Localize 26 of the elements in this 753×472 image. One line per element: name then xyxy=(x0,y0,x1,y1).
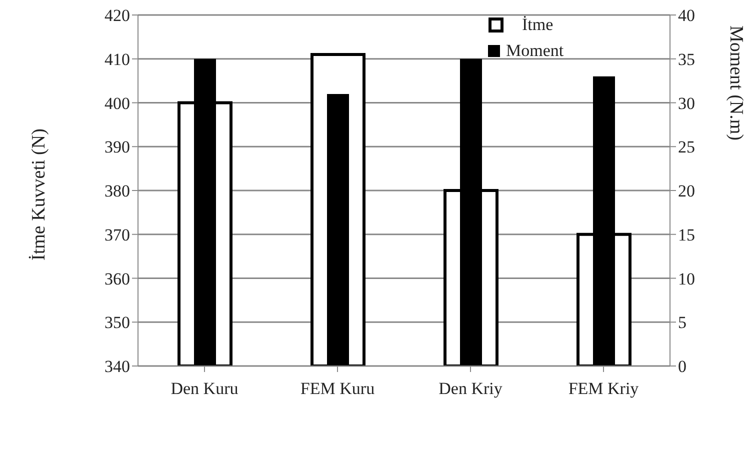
y2-tick-label: 15 xyxy=(678,225,695,244)
x-tick-label: FEM Kriy xyxy=(568,379,640,398)
y-tick-label: 400 xyxy=(104,94,130,113)
y-tick-label: 380 xyxy=(104,182,130,201)
y-axis-title: İtme Kuvveti (N) xyxy=(28,128,50,260)
y-tick-label: 340 xyxy=(104,357,130,376)
x-tick-label: FEM Kuru xyxy=(300,379,376,398)
y2-axis-title: Moment (N.m) xyxy=(725,25,746,140)
x-tick-label: Den Kuru xyxy=(170,379,239,398)
y2-tick-label: 10 xyxy=(678,269,695,288)
y-tick-label: 410 xyxy=(104,50,130,69)
y2-tick-label: 20 xyxy=(678,182,695,201)
y-tick-label: 390 xyxy=(104,138,130,157)
y2-tick-label: 35 xyxy=(678,50,695,69)
legend-label: Moment xyxy=(506,41,564,61)
y-tick-label: 370 xyxy=(104,225,130,244)
y-tick-label: 360 xyxy=(104,269,130,288)
y2-tick-label: 0 xyxy=(678,357,686,376)
y-tick-label: 350 xyxy=(104,313,130,332)
y2-tick-label: 5 xyxy=(678,313,686,332)
legend-label: İtme xyxy=(522,15,554,35)
y2-tick-label: 30 xyxy=(678,94,695,113)
x-tick-label: Den Kriy xyxy=(438,379,503,398)
y2-tick-label: 40 xyxy=(678,6,695,26)
y-tick-label: 420 xyxy=(104,6,130,26)
y2-tick-label: 25 xyxy=(678,138,695,157)
